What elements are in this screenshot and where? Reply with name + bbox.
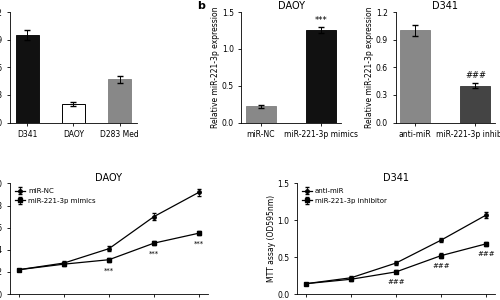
Text: ***: *** — [104, 268, 114, 274]
Text: ###: ### — [432, 263, 450, 269]
Bar — [400, 30, 430, 123]
Bar — [460, 86, 490, 123]
Text: b: b — [196, 1, 204, 11]
Bar — [246, 106, 276, 123]
Text: ***: *** — [149, 251, 159, 257]
Title: D341: D341 — [432, 1, 458, 11]
Y-axis label: Relative miR-221-3p expression: Relative miR-221-3p expression — [366, 7, 374, 128]
Title: DAOY: DAOY — [278, 1, 304, 11]
Legend: anti-miR, miR-221-3p inhibitor: anti-miR, miR-221-3p inhibitor — [300, 187, 388, 205]
Title: DAOY: DAOY — [96, 172, 122, 183]
Bar — [62, 104, 85, 123]
Text: ***: *** — [194, 241, 204, 247]
Text: ***: *** — [315, 16, 328, 25]
Bar — [16, 35, 39, 123]
Text: ###: ### — [465, 71, 486, 80]
Text: ###: ### — [387, 278, 405, 284]
Y-axis label: MTT assay (OD595nm): MTT assay (OD595nm) — [267, 195, 276, 282]
Bar — [108, 79, 131, 123]
Y-axis label: Relative miR-221-3p expression: Relative miR-221-3p expression — [212, 7, 220, 128]
Text: ###: ### — [477, 251, 495, 257]
Title: D341: D341 — [383, 172, 409, 183]
Bar — [306, 30, 336, 123]
Legend: miR-NC, miR-221-3p mimics: miR-NC, miR-221-3p mimics — [14, 187, 97, 205]
